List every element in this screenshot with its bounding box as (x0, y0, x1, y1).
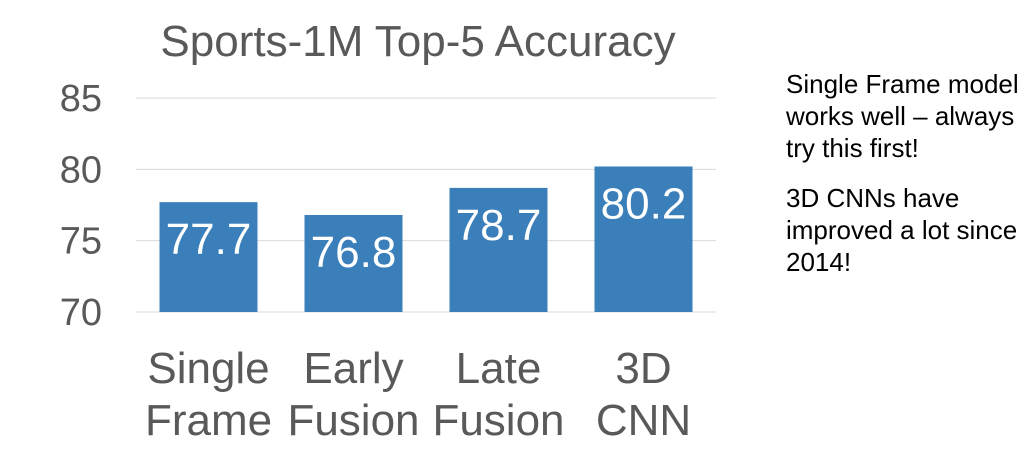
x-category-label-3-1: CNN (596, 396, 691, 445)
data-label-0: 77.7 (166, 215, 252, 264)
x-category-label-3-0: 3D (615, 344, 671, 393)
note-single-frame: Single Frame model works well – always t… (786, 69, 1019, 163)
bar-chart: Sports-1M Top-5 Accuracy 70 75 80 85 77.7 76… (60, 17, 716, 445)
chart-title: Sports-1M Top-5 Accuracy (160, 17, 675, 66)
x-category-label-1-0: Early (303, 344, 403, 393)
y-tick-label-75: 75 (60, 221, 102, 263)
bar-0 (159, 202, 258, 312)
bar-3 (594, 166, 693, 312)
data-labels: 77.7 76.8 78.7 80.2 (166, 179, 687, 277)
data-label-3: 80.2 (601, 179, 687, 228)
bars (159, 166, 693, 312)
x-category-label-2-0: Late (456, 344, 542, 393)
bar-2 (449, 187, 548, 312)
side-notes: Single Frame model works well – always t… (786, 68, 1026, 296)
data-label-2: 78.7 (456, 201, 542, 250)
y-tick-label-80: 80 (60, 149, 102, 191)
x-category-label-2-1: Fusion (432, 396, 564, 445)
y-tick-label-70: 70 (60, 292, 102, 334)
bar-1 (304, 214, 403, 312)
x-category-label-1-1: Fusion (287, 396, 419, 445)
y-axis-ticks: 70 75 80 85 (60, 78, 102, 334)
data-label-1: 76.8 (311, 228, 397, 277)
x-category-label-0-0: Single (147, 344, 269, 393)
y-tick-label-85: 85 (60, 78, 102, 120)
x-category-label-0-1: Frame (145, 396, 272, 445)
note-3d-cnn: 3D CNNs have improved a lot since 2014! (786, 183, 1018, 277)
